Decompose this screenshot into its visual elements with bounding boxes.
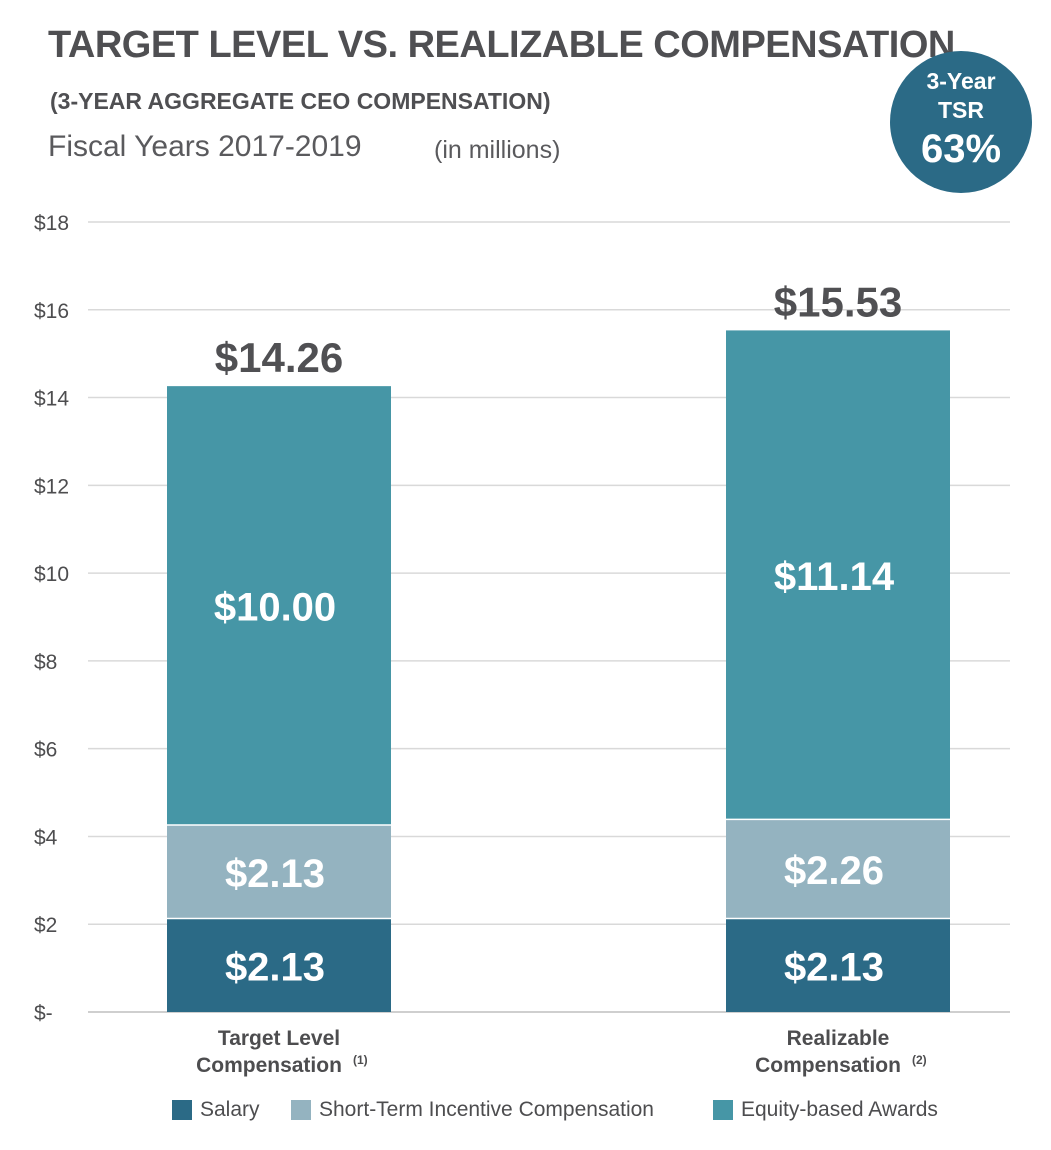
legend-swatch-equity <box>713 1100 733 1120</box>
bar-salary-0 <box>167 918 391 1012</box>
x-category-footnote-0: (1) <box>353 1053 368 1067</box>
chart-legend: Salary Short-Term Incentive Compensation… <box>0 1098 1051 1126</box>
y-tick-label-10: $10 <box>34 563 69 586</box>
y-tick-label-2: $2 <box>34 914 57 937</box>
y-tick-label-4: $4 <box>34 826 58 849</box>
y-tick-label-8: $8 <box>34 651 57 674</box>
tsr-badge-line1: 3-Year <box>926 68 996 94</box>
bar-sti-0 <box>167 825 391 919</box>
y-tick-label-0: $- <box>34 1002 53 1025</box>
bar-equity-1 <box>726 330 950 820</box>
y-tick-label-18: $18 <box>34 212 69 235</box>
bar-label-sti-1: $2.26 <box>784 849 884 893</box>
total-label-0: $14.26 <box>215 334 343 381</box>
chart-subtitle: (3-YEAR AGGREGATE CEO COMPENSATION) <box>50 88 551 114</box>
x-category-label-line2-0: Compensation <box>196 1054 342 1077</box>
y-tick-label-14: $14 <box>34 388 69 411</box>
bar-label-equity-0: $10.00 <box>214 586 336 630</box>
fiscal-years-label: Fiscal Years 2017-2019 <box>48 130 362 163</box>
bar-label-salary-1: $2.13 <box>784 945 884 989</box>
tsr-badge: 3-Year TSR 63% <box>890 51 1032 193</box>
bar-equity-0 <box>167 386 391 826</box>
legend-swatch-sti <box>291 1100 311 1120</box>
tsr-badge-line2: TSR <box>938 97 984 123</box>
bar-label-salary-0: $2.13 <box>225 945 325 989</box>
bar-sti-1 <box>726 819 950 919</box>
x-category-label-line1-1: Realizable <box>787 1027 890 1050</box>
legend-item-equity: Equity-based Awards <box>713 1098 938 1122</box>
y-tick-label-6: $6 <box>34 739 57 762</box>
tsr-badge-value: 63% <box>920 127 1002 171</box>
legend-label-sti: Short-Term Incentive Compensation <box>319 1098 654 1121</box>
x-category-label-line2-1: Compensation <box>755 1054 901 1077</box>
y-tick-label-12: $12 <box>34 475 69 498</box>
total-label-1: $15.53 <box>774 278 902 325</box>
x-category-label-line1-0: Target Level <box>218 1027 340 1050</box>
legend-label-salary: Salary <box>200 1098 260 1121</box>
bar-label-sti-0: $2.13 <box>225 852 325 896</box>
bar-salary-1 <box>726 918 950 1012</box>
legend-item-sti: Short-Term Incentive Compensation <box>291 1098 654 1122</box>
chart-title: TARGET LEVEL VS. REALIZABLE COMPENSATION <box>48 24 955 66</box>
x-category-footnote-1: (2) <box>912 1053 927 1067</box>
legend-label-equity: Equity-based Awards <box>741 1098 938 1121</box>
bar-label-equity-1: $11.14 <box>774 555 895 599</box>
legend-item-salary: Salary <box>172 1098 260 1122</box>
y-tick-label-16: $16 <box>34 300 69 323</box>
units-label: (in millions) <box>434 136 561 164</box>
legend-swatch-salary <box>172 1100 192 1120</box>
